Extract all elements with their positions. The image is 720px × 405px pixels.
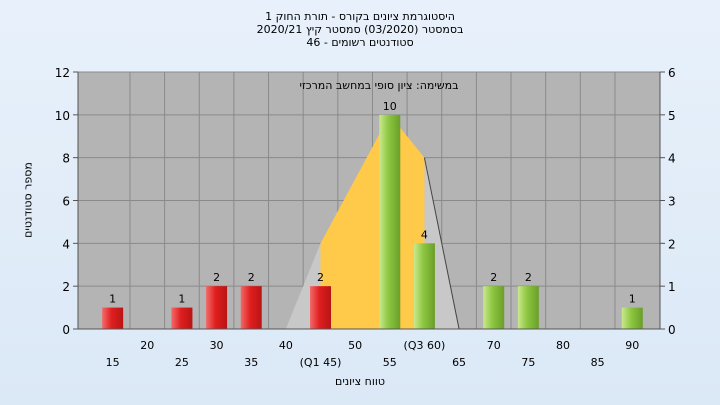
bar-90 <box>621 307 643 329</box>
x-tick-label: 20 <box>140 339 154 352</box>
y2-tick-label: 4 <box>668 152 676 166</box>
x-tick-label: (Q1 45) <box>300 356 342 369</box>
bar-15 <box>102 307 124 329</box>
x-tick-label: 75 <box>521 356 535 369</box>
x-tick-label: 25 <box>175 356 189 369</box>
bar-70 <box>483 286 505 329</box>
bar-label-55: 10 <box>383 100 397 113</box>
y2-tick-label: 5 <box>668 109 676 123</box>
bar-label-75: 2 <box>525 271 532 284</box>
bar-label-30: 2 <box>213 271 220 284</box>
x-tick-label: 55 <box>383 356 397 369</box>
x-tick-label: 80 <box>556 339 570 352</box>
x-tick-label: 70 <box>487 339 501 352</box>
chart-title-line-1: היסטוגרמת ציונים בקורס - תורת החוק 1 <box>265 10 455 23</box>
bar-label-45: 2 <box>317 271 324 284</box>
y2-tick-label: 1 <box>668 280 676 294</box>
bar-label-60: 4 <box>421 228 428 241</box>
bar-45 <box>310 286 331 329</box>
x-tick-label: 65 <box>452 356 466 369</box>
bar-35 <box>240 286 262 329</box>
bar-55 <box>379 114 401 329</box>
bar-30 <box>206 286 228 329</box>
bar-label-90: 1 <box>629 293 636 306</box>
bar-label-15: 1 <box>109 293 116 306</box>
y2-tick-label: 6 <box>668 66 676 80</box>
x-tick-label: 90 <box>625 339 639 352</box>
x-axis-title: טווח ציונים <box>335 375 385 388</box>
y-tick-label: 6 <box>62 195 70 209</box>
x-tick-label: 40 <box>279 339 293 352</box>
chart-title-line-3: סטודנטים רשומים - 46 <box>306 36 414 49</box>
y-tick-label: 10 <box>55 109 70 123</box>
x-tick-label: 15 <box>106 356 120 369</box>
distribution-edge <box>423 157 460 330</box>
bar-25 <box>171 307 193 329</box>
chart-title-block: היסטוגרמת ציונים בקורס - תורת החוק 1 בסמ… <box>0 10 720 49</box>
x-tick-label: 85 <box>591 356 605 369</box>
bar-label-25: 1 <box>178 293 185 306</box>
y-tick-label: 0 <box>62 323 70 337</box>
y2-tick-label: 0 <box>668 323 676 337</box>
bar-60 <box>413 243 435 329</box>
y2-tick-label: 2 <box>668 237 676 251</box>
bar-75 <box>517 286 539 329</box>
x-tick-label: (Q3 60) <box>404 339 446 352</box>
y-tick-label: 2 <box>62 280 70 294</box>
y-tick-label: 4 <box>62 237 70 251</box>
y-tick-label: 8 <box>62 152 70 166</box>
bar-label-70: 2 <box>490 271 497 284</box>
y-axis-title: מספר סטודנטים <box>21 162 35 238</box>
bar-label-35: 2 <box>248 271 255 284</box>
y2-tick-label: 3 <box>668 195 676 209</box>
y-tick-label: 12 <box>55 66 70 80</box>
x-tick-label: 30 <box>210 339 224 352</box>
x-tick-label: 35 <box>244 356 258 369</box>
chart-annotation: במשימה: ציון סופי במחשב המרכזי <box>299 79 458 92</box>
x-tick-label: 50 <box>348 339 362 352</box>
chart-title-line-2: בסמסטר (03/2020) סמסטר קיץ 2020/21 <box>256 23 464 36</box>
